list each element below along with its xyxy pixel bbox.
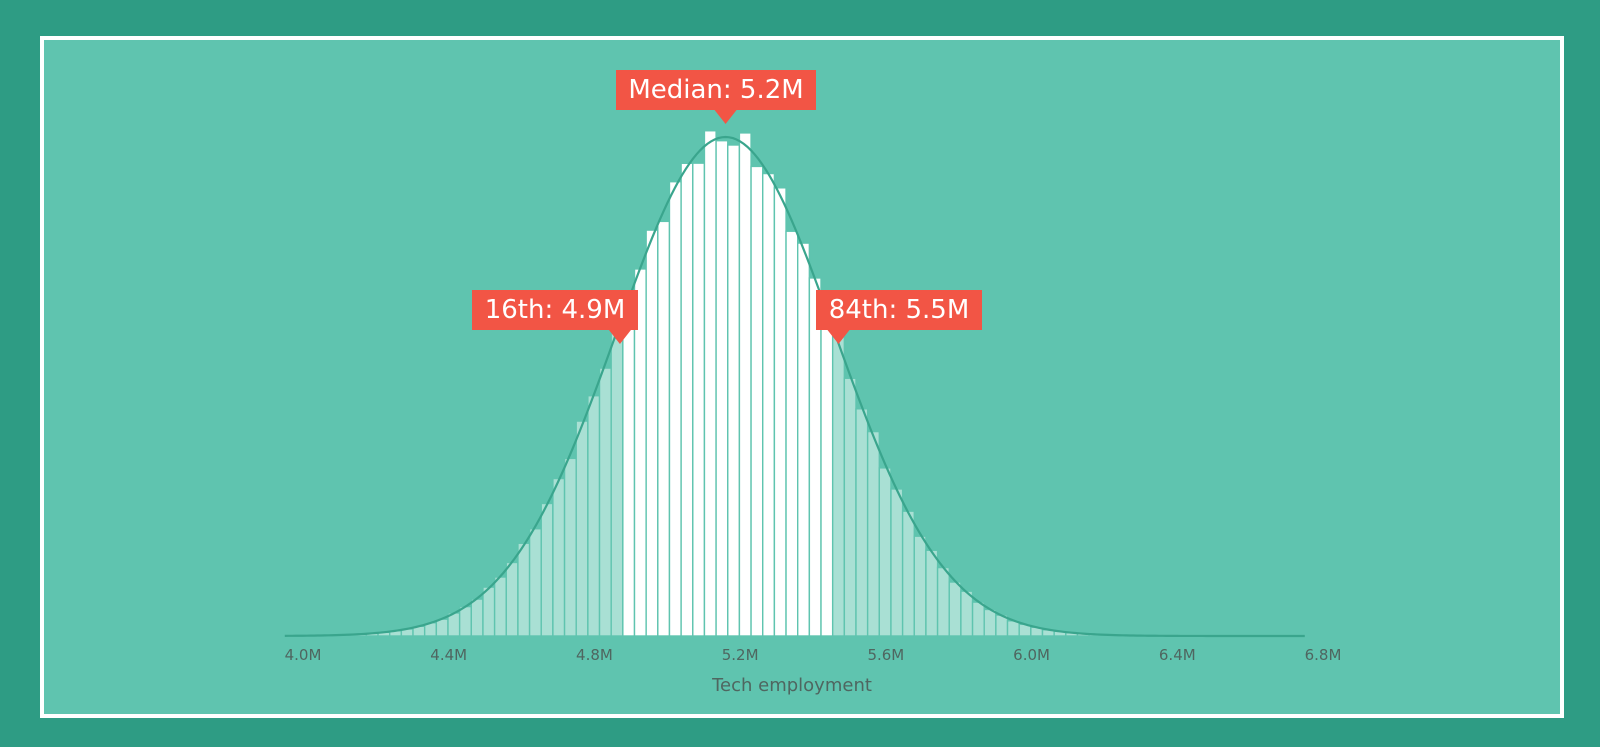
histogram-bar	[575, 420, 589, 637]
histogram-bar	[925, 549, 939, 637]
histogram-bar	[890, 488, 904, 637]
histogram-bar	[470, 598, 484, 637]
x-tick-label: 4.4M	[430, 646, 467, 664]
histogram-bar	[622, 304, 636, 637]
histogram-bar	[610, 323, 624, 637]
histogram-bar	[960, 590, 974, 637]
histogram-bar	[738, 132, 752, 637]
callout-label: Median: 5.2M	[628, 75, 803, 105]
histogram-bar	[645, 229, 659, 637]
histogram-bar	[587, 395, 601, 637]
callout-label: 84th: 5.5M	[829, 295, 970, 325]
chart-panel: 4.0M 4.4M 4.8M 5.2M 5.6M 6.0M 6.4M 6.8M Tech em…	[40, 36, 1564, 718]
x-tick-label: 6.8M	[1305, 646, 1342, 664]
x-tick-label: 6.4M	[1159, 646, 1196, 664]
histogram-bar	[692, 162, 706, 637]
histogram-bar	[482, 586, 496, 637]
histogram-bar	[657, 220, 671, 637]
histogram-bar	[773, 187, 787, 637]
callout-p84: 84th: 5.5M	[816, 290, 982, 344]
histogram-bar	[843, 377, 857, 637]
histogram-bar	[435, 618, 449, 637]
histogram-chart: 4.0M 4.4M 4.8M 5.2M 5.6M 6.0M 6.4M 6.8M Tech em…	[284, 70, 1342, 696]
x-tick-label: 4.0M	[285, 646, 322, 664]
callout-p16: 16th: 4.9M	[472, 290, 638, 344]
histogram-bars	[319, 130, 1137, 637]
histogram-bar	[715, 139, 729, 637]
x-axis-ticks: 4.0M 4.4M 4.8M 5.2M 5.6M 6.0M 6.4M 6.8M	[285, 646, 1342, 664]
percentile-callouts: Median: 5.2M 16th: 4.9M 84th: 5.5M	[472, 70, 982, 344]
histogram-bar	[797, 242, 811, 637]
callout-median: Median: 5.2M	[616, 70, 816, 124]
histogram-bar	[493, 576, 507, 637]
histogram-bar	[505, 561, 519, 637]
histogram-bar	[855, 408, 869, 637]
histogram-bar	[971, 601, 985, 637]
histogram-bar	[540, 502, 554, 637]
histogram-bar	[703, 130, 717, 637]
histogram-bar	[983, 608, 997, 637]
histogram-bar	[458, 605, 473, 637]
histogram-bar	[528, 528, 542, 637]
histogram-bar	[866, 430, 881, 637]
x-axis-label: Tech employment	[711, 675, 872, 696]
histogram-bar	[668, 180, 682, 637]
histogram-bar	[831, 335, 846, 637]
x-tick-label: 5.2M	[722, 646, 759, 664]
histogram-bar	[785, 230, 799, 637]
histogram-bar	[948, 581, 962, 637]
histogram-bar	[878, 467, 892, 637]
histogram-bar	[762, 172, 776, 637]
histogram-bar	[552, 477, 566, 637]
histogram-bar	[936, 566, 950, 637]
x-tick-label: 6.0M	[1013, 646, 1050, 664]
histogram-bar	[727, 144, 741, 637]
histogram-bar	[1006, 620, 1020, 637]
histogram-bar	[598, 367, 612, 637]
histogram-bar	[820, 317, 834, 637]
density-curve	[284, 135, 1305, 638]
histogram-bar	[680, 162, 694, 637]
histogram-bar	[517, 542, 531, 637]
callout-label: 16th: 4.9M	[485, 295, 626, 325]
histogram-bar	[563, 457, 577, 637]
histogram-bar	[913, 535, 927, 637]
histogram-bar	[808, 277, 822, 637]
histogram-bar	[901, 510, 915, 637]
x-tick-label: 5.6M	[867, 646, 904, 664]
x-tick-label: 4.8M	[576, 646, 613, 664]
histogram-bar	[750, 165, 764, 637]
